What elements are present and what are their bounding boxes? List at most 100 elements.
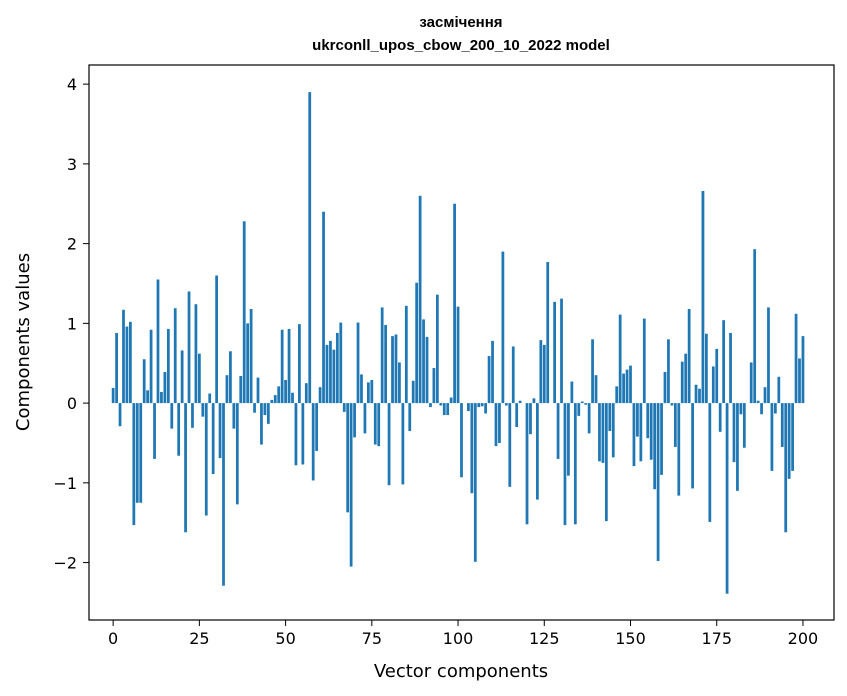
bar <box>742 403 746 448</box>
bar <box>660 403 663 475</box>
x-tick-label: 125 <box>529 629 560 648</box>
bar <box>339 322 343 404</box>
bar <box>680 361 684 404</box>
bar <box>715 348 719 404</box>
bar <box>625 369 629 404</box>
y-tick-label: 1 <box>67 314 77 333</box>
bar <box>135 403 139 503</box>
bar <box>111 387 115 404</box>
bar <box>342 403 346 412</box>
bar <box>201 403 205 417</box>
bar <box>732 403 736 463</box>
bar <box>711 366 715 404</box>
bar <box>470 403 474 494</box>
bar <box>546 261 550 404</box>
bar <box>363 403 367 434</box>
bar <box>291 392 294 404</box>
bar <box>580 401 584 404</box>
bar <box>304 383 308 404</box>
bar <box>163 372 167 404</box>
bar <box>801 336 805 404</box>
bar <box>636 403 639 437</box>
bar <box>670 403 674 406</box>
bar <box>556 403 560 459</box>
bar <box>753 249 757 404</box>
bar <box>618 314 622 404</box>
bar <box>525 403 529 525</box>
bar <box>553 301 557 404</box>
bar <box>722 320 726 404</box>
bar <box>687 309 691 404</box>
bar <box>260 403 263 445</box>
bar <box>442 403 446 416</box>
bar <box>577 403 581 416</box>
x-tick-label: 175 <box>701 629 732 648</box>
bar <box>239 375 243 404</box>
bar <box>736 403 739 491</box>
bar <box>422 319 425 404</box>
bar <box>608 403 612 432</box>
bar <box>166 328 170 404</box>
bar <box>215 275 218 404</box>
bar <box>187 291 191 404</box>
bar <box>225 375 229 404</box>
bar <box>663 372 667 404</box>
bar <box>315 403 319 451</box>
bar <box>229 351 232 404</box>
bars-group <box>111 92 805 594</box>
bar <box>170 403 174 429</box>
bar <box>322 211 325 404</box>
bar <box>270 399 274 404</box>
bar <box>415 282 419 404</box>
bar <box>646 403 650 439</box>
bar <box>467 403 470 412</box>
bar <box>684 353 688 404</box>
bar <box>298 324 301 404</box>
bar <box>429 403 432 408</box>
bar <box>246 323 250 404</box>
bar <box>156 279 160 404</box>
bar <box>484 403 488 414</box>
bar <box>532 398 536 404</box>
bar <box>542 344 546 404</box>
chart-title: засмічення <box>419 14 502 31</box>
bar <box>587 403 591 434</box>
bar <box>398 362 401 404</box>
bar <box>718 403 722 432</box>
bar <box>425 336 429 404</box>
bar <box>791 403 794 471</box>
bar <box>729 332 732 404</box>
bar <box>332 349 336 404</box>
bar <box>536 403 539 500</box>
bar <box>642 318 646 404</box>
bar <box>311 403 315 481</box>
x-axis-label: Vector components <box>374 661 548 682</box>
bar <box>691 403 694 489</box>
bar <box>391 336 394 404</box>
bar <box>435 294 439 404</box>
bar <box>149 329 153 404</box>
bar <box>329 340 332 404</box>
bar <box>184 403 187 533</box>
y-axis-label: Components values <box>13 253 34 431</box>
bar <box>598 403 601 462</box>
bar <box>767 307 770 404</box>
bar <box>180 350 184 404</box>
x-tick-label: 75 <box>362 629 382 648</box>
bar <box>273 395 277 404</box>
bar <box>367 382 370 404</box>
x-tick-label: 50 <box>275 629 295 648</box>
bar <box>604 403 608 522</box>
bar <box>318 387 322 404</box>
bar <box>153 403 156 459</box>
bar <box>667 339 670 404</box>
bar <box>115 332 118 404</box>
plot-frame <box>88 64 835 621</box>
bar <box>473 403 477 562</box>
bar <box>235 403 239 505</box>
bar <box>594 375 598 404</box>
bar <box>567 403 570 476</box>
bar <box>515 403 519 428</box>
bar <box>294 403 298 466</box>
